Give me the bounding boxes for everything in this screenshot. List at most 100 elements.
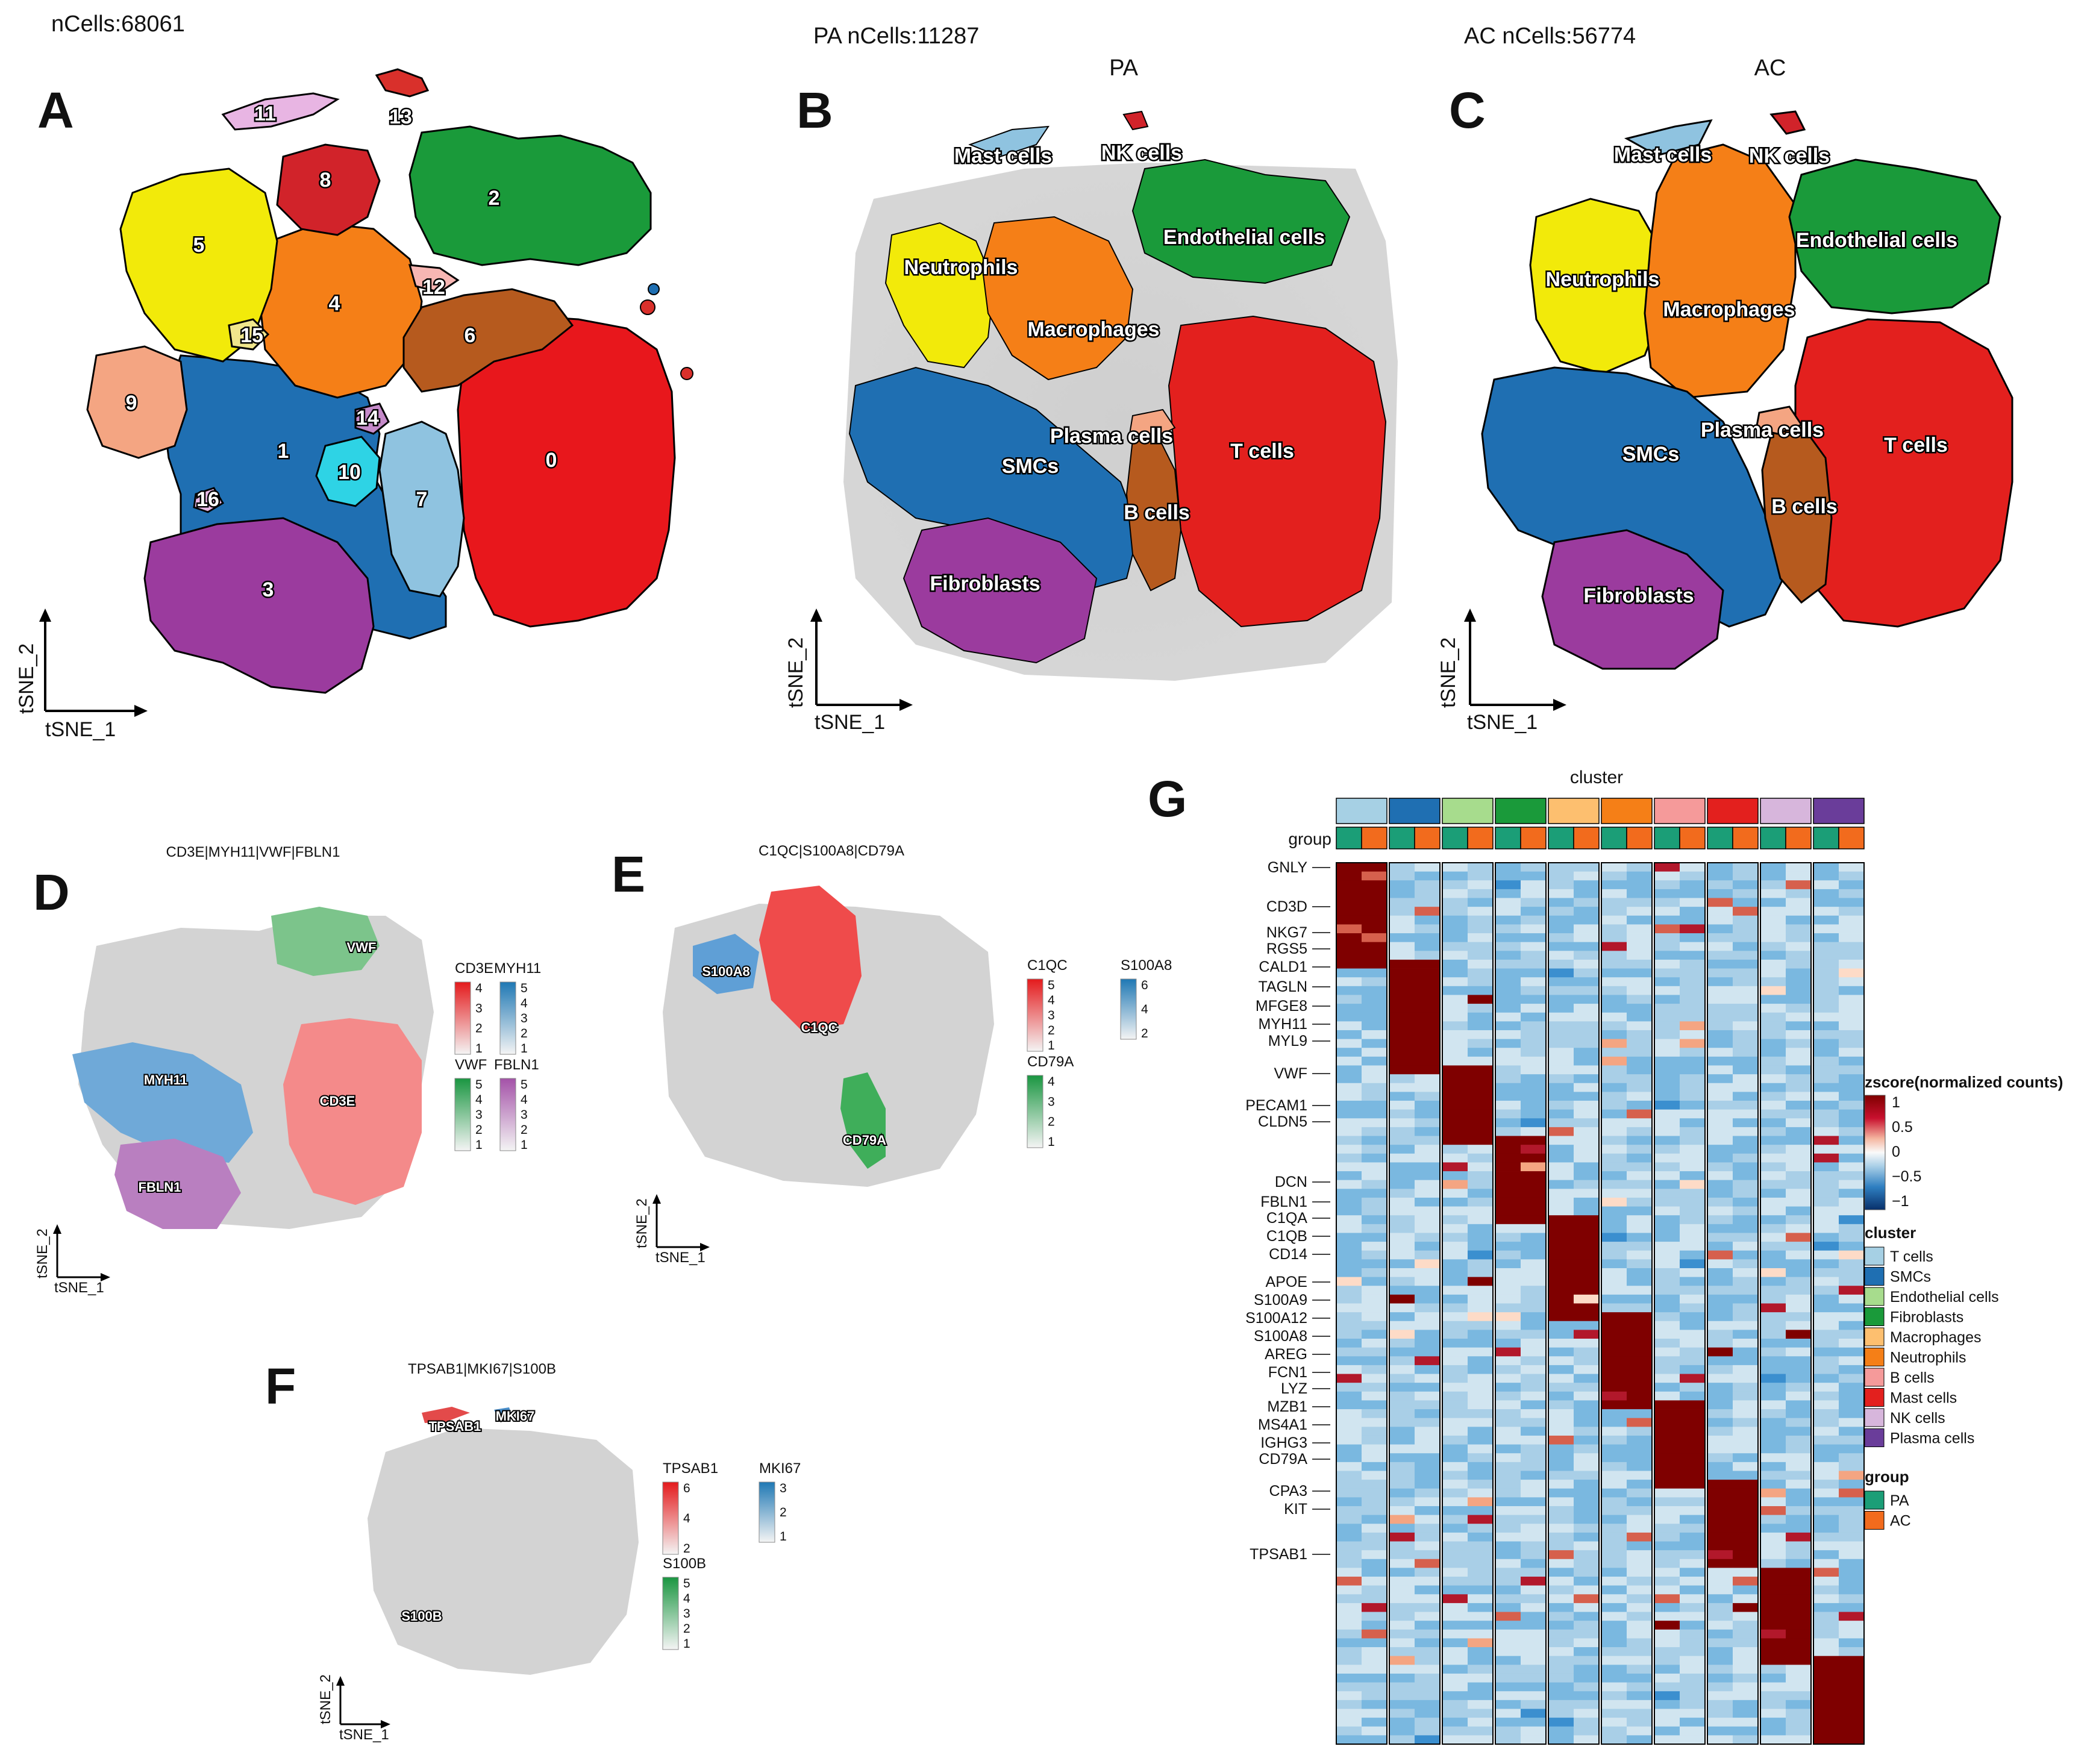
- heatmap-cell: [1733, 1233, 1759, 1242]
- heatmap-cell: [1362, 1180, 1388, 1189]
- heatmap-cell: [1362, 1286, 1388, 1295]
- heatmap-cell: [1680, 1682, 1706, 1692]
- heatmap-cell: [1362, 1506, 1388, 1516]
- heatmap-cell: [1813, 977, 1839, 987]
- heatmap-cell: [1680, 1488, 1706, 1498]
- heatmap-cell: [1389, 1162, 1415, 1172]
- heatmap-cell: [1415, 1021, 1441, 1031]
- heatmap-cell: [1813, 995, 1839, 1004]
- heatmap-cell: [1415, 933, 1441, 943]
- heatmap-cell: [1733, 1497, 1759, 1507]
- heatmap-cell: [1654, 1515, 1680, 1524]
- heatmap-cell: [1839, 1286, 1865, 1295]
- heatmap-cell: [1415, 1074, 1441, 1084]
- heatmap-cell: [1680, 1101, 1706, 1110]
- legend-tick: 2: [521, 1123, 528, 1137]
- heatmap-cell: [1680, 1471, 1706, 1480]
- heatmap-cell: [1680, 1259, 1706, 1269]
- heatmap-cell: [1654, 1638, 1680, 1648]
- heatmap-cell: [1627, 1339, 1653, 1348]
- heatmap-cell: [1495, 1321, 1521, 1330]
- heatmap-cell: [1442, 1206, 1468, 1216]
- heatmap-cell: [1680, 1621, 1706, 1630]
- heatmap-cell: [1468, 1153, 1494, 1163]
- heatmap-cell: [1521, 959, 1547, 969]
- heatmap-cell: [1415, 1321, 1441, 1330]
- heatmap-cell: [1336, 1180, 1362, 1189]
- cluster-label-0: 0: [546, 449, 557, 472]
- heatmap-cell: [1627, 1726, 1653, 1736]
- heatmap-cell: [1680, 1559, 1706, 1568]
- heatmap-cell: [1362, 1092, 1388, 1101]
- heatmap-cell: [1495, 1665, 1521, 1674]
- heatmap-cell: [1839, 1347, 1865, 1357]
- heatmap-cell: [1495, 1162, 1521, 1172]
- panel-a-xlabel: tSNE_1: [45, 718, 116, 741]
- heatmap-cell: [1574, 1118, 1600, 1128]
- heatmap-cell: [1601, 1374, 1627, 1383]
- heatmap-cell: [1601, 1312, 1627, 1322]
- heatmap-column-border: [1707, 862, 1759, 1745]
- heatmap-cell: [1495, 1524, 1521, 1533]
- heatmap-cell: [1839, 1277, 1865, 1286]
- heatmap-cell: [1468, 1383, 1494, 1392]
- heatmap-cell: [1415, 1471, 1441, 1480]
- heatmap-cell: [1627, 1356, 1653, 1366]
- cluster-16-blob: [193, 487, 225, 513]
- cluster-annotation-cell: [1495, 798, 1547, 824]
- heatmap-cell: [1415, 1550, 1441, 1560]
- heatmap-cell: [1813, 1065, 1839, 1075]
- heatmap-cell: [1521, 907, 1547, 916]
- heatmap-cell: [1733, 1577, 1759, 1586]
- zscore-tick: −0.5: [1892, 1168, 1921, 1185]
- heatmap-cell: [1521, 1180, 1547, 1189]
- heatmap-cell: [1839, 951, 1865, 960]
- heatmap-cell: [1521, 1647, 1547, 1657]
- heatmap-cell: [1362, 1409, 1388, 1419]
- heatmap-cell: [1442, 1321, 1468, 1330]
- gene-label-areg: AREG: [1265, 1346, 1307, 1363]
- heatmap-cell: [1733, 1541, 1759, 1551]
- heatmap-cell: [1415, 1453, 1441, 1463]
- heatmap-cell: [1415, 1718, 1441, 1727]
- heatmap-cell: [1760, 1136, 1786, 1145]
- heatmap-cell: [1680, 1083, 1706, 1092]
- heatmap-cell: [1627, 1462, 1653, 1471]
- heatmap-cell: [1442, 1515, 1468, 1524]
- panel-a-clusters: [86, 68, 693, 694]
- heatmap-cell: [1654, 1700, 1680, 1709]
- panel-f-marker-mki67: MKI67: [496, 1409, 535, 1424]
- heatmap-cell: [1627, 1101, 1653, 1110]
- heatmap-cell: [1362, 1136, 1388, 1145]
- panel-d-embedding: [72, 907, 434, 1229]
- heatmap-cell: [1601, 1356, 1627, 1366]
- heatmap-cell: [1786, 1339, 1812, 1348]
- heatmap-cell: [1813, 1585, 1839, 1595]
- heatmap-cell: [1627, 1250, 1653, 1260]
- panel-c-label-tcells: T cells: [1884, 434, 1948, 457]
- heatmap-cell: [1707, 1488, 1733, 1498]
- heatmap-cell: [1654, 1330, 1680, 1339]
- heatmap-cell: [1389, 1444, 1415, 1454]
- heatmap-cell: [1707, 1603, 1733, 1612]
- heatmap-cell: [1680, 1206, 1706, 1216]
- heatmap-cell: [1574, 1497, 1600, 1507]
- heatmap-cell: [1521, 1559, 1547, 1568]
- heatmap-cell: [1548, 1735, 1574, 1745]
- cluster-label-16: 16: [196, 488, 219, 511]
- heatmap-cell: [1707, 1127, 1733, 1136]
- heatmap-cell: [1415, 1409, 1441, 1419]
- heatmap-cell: [1442, 1277, 1468, 1286]
- heatmap-cell: [1627, 1409, 1653, 1419]
- heatmap-cell: [1468, 889, 1494, 898]
- legend-tick: 1: [683, 1637, 690, 1651]
- heatmap-cell: [1760, 1048, 1786, 1057]
- panel-f-axes: tSNE_1 tSNE_2: [318, 1674, 390, 1743]
- heatmap-cell: [1548, 1638, 1574, 1648]
- heatmap-cell: [1839, 1101, 1865, 1110]
- heatmap-cell: [1495, 1109, 1521, 1119]
- heatmap-cell: [1601, 1056, 1627, 1066]
- heatmap-cell: [1601, 1515, 1627, 1524]
- heatmap-cell: [1521, 1215, 1547, 1225]
- heatmap-cell: [1389, 1083, 1415, 1092]
